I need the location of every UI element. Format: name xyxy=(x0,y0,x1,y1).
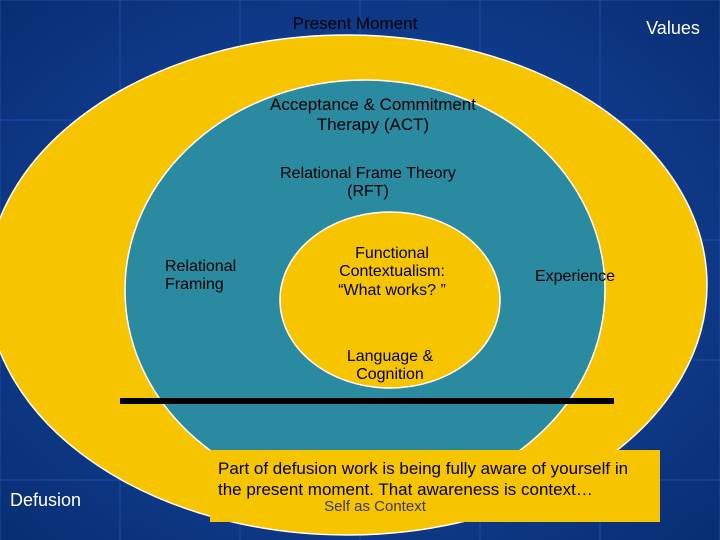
label-defusion: Defusion xyxy=(10,490,110,511)
label-values: Values xyxy=(628,18,718,39)
label-language-cognition: Language & Cognition xyxy=(310,348,470,385)
label-present-moment: Present Moment xyxy=(265,14,445,34)
label-rft-title: Relational Frame Theory (RFT) xyxy=(253,165,483,202)
label-experience: Experience xyxy=(520,268,630,286)
label-act-title: Acceptance & Commitment Therapy (ACT) xyxy=(238,95,508,134)
label-self-as-context: Self as Context xyxy=(290,498,460,515)
label-relational-framing: Relational Framing xyxy=(165,258,275,295)
diagram-stage: Present Moment Values Acceptance & Commi… xyxy=(0,0,720,540)
caption-text: Part of defusion work is being fully awa… xyxy=(218,459,628,499)
label-functional-contextualism: Functional Contextualism: “What works? ” xyxy=(312,245,472,300)
divider-bar xyxy=(120,398,614,404)
